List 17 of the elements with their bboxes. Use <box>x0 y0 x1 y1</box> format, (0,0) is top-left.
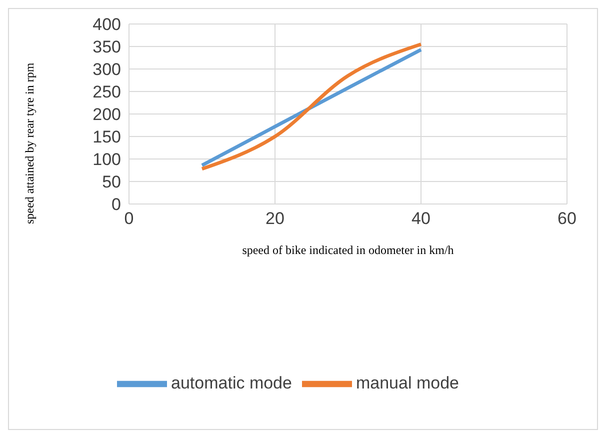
y-axis-title: speed attained by rear tyre in rpm <box>22 62 36 224</box>
legend-label: manual mode <box>356 373 459 392</box>
x-axis-title: speed of bike indicated in odometer in km/h <box>242 243 454 257</box>
x-tick-label: 20 <box>266 209 284 228</box>
legend-label: automatic mode <box>171 373 292 392</box>
y-tick-label: 350 <box>92 38 121 57</box>
y-tick-label: 150 <box>92 128 121 147</box>
x-tick-label: 60 <box>558 209 576 228</box>
y-tick-label: 200 <box>92 105 121 124</box>
x-tick-label: 40 <box>412 209 430 228</box>
y-tick-label: 250 <box>92 82 121 102</box>
y-tick-label: 300 <box>92 60 121 80</box>
y-tick-label: 0 <box>112 195 121 214</box>
x-tick-label: 0 <box>124 209 134 228</box>
y-tick-label: 100 <box>92 150 121 170</box>
y-tick-label: 400 <box>92 15 121 34</box>
y-tick-label: 50 <box>102 172 121 192</box>
